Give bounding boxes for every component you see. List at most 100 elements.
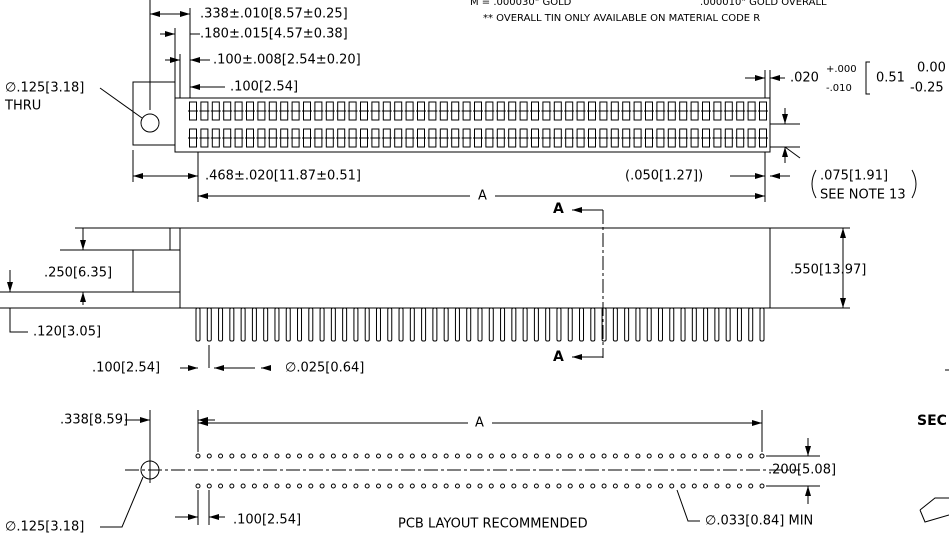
pad: [319, 483, 325, 489]
pin: [274, 307, 280, 342]
pin: [680, 307, 686, 342]
pin: [297, 307, 303, 342]
pin: [669, 307, 675, 342]
pad: [646, 453, 652, 459]
pin: [590, 307, 596, 342]
pin: [432, 307, 438, 342]
pad: [308, 483, 314, 489]
pin: [342, 307, 348, 342]
pad: [556, 453, 562, 459]
pad: [319, 453, 325, 459]
pin: [353, 307, 359, 342]
pin: [308, 307, 314, 342]
pad: [274, 453, 280, 459]
fragment: [919, 497, 949, 523]
pad: [240, 453, 246, 459]
dim-label: .100[2.54]: [230, 80, 298, 95]
pad: [725, 453, 731, 459]
pad: [748, 483, 754, 489]
pad: [691, 483, 697, 489]
pad: [646, 483, 652, 489]
dim-label: -.010: [826, 83, 852, 94]
dim-label: .338[8.59]: [60, 413, 128, 428]
pad: [195, 453, 201, 459]
dim-label: ∅.125[3.18]: [5, 520, 84, 535]
dim-label: THRU: [4, 99, 41, 114]
pad: [443, 483, 449, 489]
pin: [579, 307, 585, 342]
pin: [748, 307, 754, 342]
pad: [206, 453, 212, 459]
pad: [454, 453, 460, 459]
pad: [545, 453, 551, 459]
pad: [736, 453, 742, 459]
pad: [274, 483, 280, 489]
pad: [601, 483, 607, 489]
pad: [477, 453, 483, 459]
pad: [759, 483, 765, 489]
pad: [297, 483, 303, 489]
pad: [387, 453, 393, 459]
pad: [669, 453, 675, 459]
pad: [342, 483, 348, 489]
pad: [533, 453, 539, 459]
dim-label: .250[6.35]: [44, 266, 112, 281]
pin: [375, 307, 381, 342]
dim-label: .120[3.05]: [33, 325, 101, 340]
hole: [140, 113, 160, 133]
pad: [229, 483, 235, 489]
pad: [398, 453, 404, 459]
pad: [251, 453, 257, 459]
pin: [612, 307, 618, 342]
leader: [9, 308, 28, 333]
dim-label: 0.00: [917, 61, 946, 76]
pad: [432, 483, 438, 489]
pad: [500, 453, 506, 459]
pad: [511, 453, 517, 459]
pin: [319, 307, 325, 342]
pad: [387, 483, 393, 489]
pad: [635, 453, 641, 459]
pad: [364, 453, 370, 459]
leader: [676, 489, 700, 522]
tab: [132, 81, 175, 146]
note: .000010" GOLD OVERALL: [700, 0, 827, 8]
pin: [545, 307, 551, 342]
pad: [567, 483, 573, 489]
pad: [330, 483, 336, 489]
pad: [545, 483, 551, 489]
pad: [657, 483, 663, 489]
pad: [353, 483, 359, 489]
pad: [624, 453, 630, 459]
pad: [375, 453, 381, 459]
dim-label: .338±.010[8.57±0.25]: [200, 7, 348, 22]
pad: [736, 483, 742, 489]
pin: [500, 307, 506, 342]
pin: [759, 307, 765, 342]
pad: [466, 453, 472, 459]
pin: [263, 307, 269, 342]
leader: [784, 146, 801, 159]
pad: [297, 453, 303, 459]
pad: [432, 453, 438, 459]
pin: [601, 307, 607, 342]
pad: [206, 483, 212, 489]
pin: [567, 307, 573, 342]
pin: [736, 307, 742, 342]
pad: [635, 483, 641, 489]
pad: [251, 483, 257, 489]
leader: [100, 476, 144, 528]
pad: [263, 483, 269, 489]
pad: [421, 483, 427, 489]
pin: [409, 307, 415, 342]
pad: [195, 483, 201, 489]
note: M = .000030" GOLD: [470, 0, 572, 8]
pin: [488, 307, 494, 342]
pin: [466, 307, 472, 342]
pad: [421, 453, 427, 459]
pad: [533, 483, 539, 489]
pad: [624, 483, 630, 489]
pad: [285, 453, 291, 459]
dim-label: ∅.033[0.84] MIN: [705, 514, 813, 529]
dim-label: A: [475, 416, 484, 431]
